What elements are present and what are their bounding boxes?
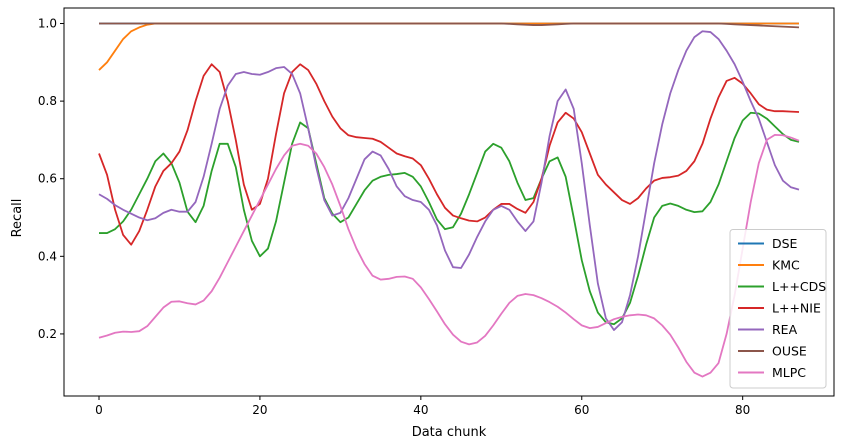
series-line-lppnie [98,63,800,246]
legend-label: L++CDS [772,279,826,294]
legend-label: REA [772,322,798,337]
legend-label: MLPC [772,365,806,380]
y-tick-label: 0.4 [38,249,57,263]
y-tick-label: 1.0 [38,17,57,31]
series-line-lppcds [99,111,800,326]
series-line-kmc [98,22,799,71]
series-line-ouse [99,22,800,29]
series-line-rea [98,30,800,331]
x-tick-label: 0 [95,403,103,417]
x-tick-label: 80 [735,403,750,417]
x-tick-label: 20 [252,403,267,417]
plot-area [63,7,835,397]
y-tick-label: 0.6 [38,172,57,186]
x-tick-label: 40 [413,403,428,417]
series-layer [98,22,800,378]
legend-box [729,229,827,389]
legend-label: KMC [772,258,800,273]
y-tick-label: 0.2 [38,327,57,341]
y-axis-label: Recall [10,199,25,238]
legend-label: DSE [772,236,798,251]
y-axis-ticks: 0.2 0.4 0.6 0.8 1.0 [38,17,64,341]
x-tick-label: 60 [574,403,589,417]
legend-label: L++NIE [772,301,821,316]
x-axis-label: Data chunk [412,425,487,440]
legend: DSE KMC L++CDS L++NIE REA OUSE MLPC [729,229,827,389]
x-axis-ticks: 0 20 40 60 80 [95,396,750,417]
axes-frame [63,7,835,397]
y-tick-label: 0.8 [38,94,57,108]
legend-label: OUSE [772,344,807,359]
series-line-mlpc [98,133,800,378]
